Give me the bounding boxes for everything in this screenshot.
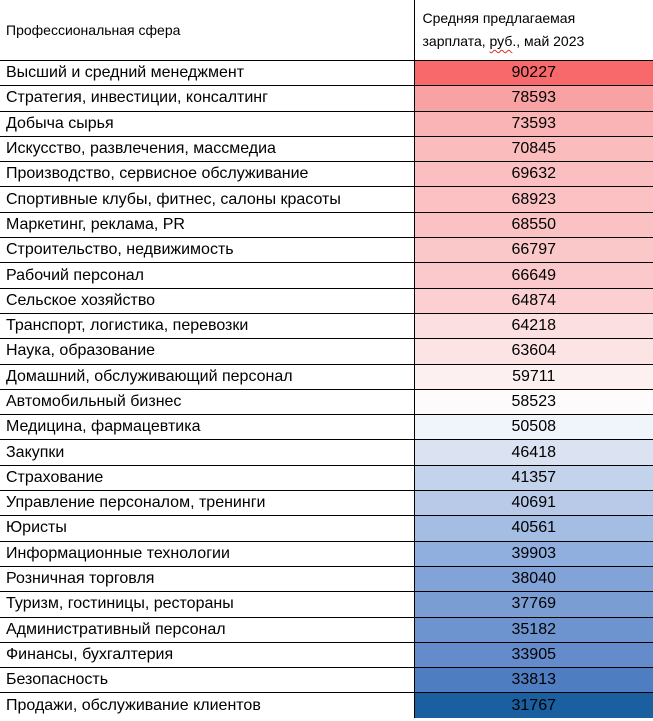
salary-cell[interactable]: 41357 xyxy=(413,464,653,492)
salary-cell[interactable]: 64874 xyxy=(413,287,653,314)
profession-cell[interactable]: Безопасность xyxy=(0,667,415,694)
table-row: Спортивные клубы, фитнес, салоны красоты… xyxy=(0,186,653,213)
table-row: Страхование 41357 xyxy=(0,464,653,492)
table-row: Домашний, обслуживающий персонал 59711 xyxy=(0,363,653,390)
salary-cell[interactable]: 31767 xyxy=(413,692,653,718)
salary-cell[interactable]: 40561 xyxy=(413,515,653,542)
salary-cell[interactable]: 39903 xyxy=(413,540,653,567)
salary-cell[interactable]: 66797 xyxy=(413,237,653,264)
salary-cell[interactable]: 38040 xyxy=(413,565,653,593)
profession-cell[interactable]: Финансы, бухгалтерия xyxy=(0,641,415,669)
table-row: Стратегия, инвестиции, консалтинг 78593 xyxy=(0,85,653,112)
table-row: Строительство, недвижимость 66797 xyxy=(0,237,653,264)
header-profession[interactable]: Профессиональная сфера xyxy=(0,0,415,61)
header-salary-line1: Средняя предлагаемая xyxy=(422,10,576,26)
table-row: Маркетинг, реклама, PR 68550 xyxy=(0,211,653,239)
salary-cell[interactable]: 66649 xyxy=(413,262,653,289)
profession-cell[interactable]: Продажи, обслуживание клиентов xyxy=(0,692,415,718)
salary-cell[interactable]: 69632 xyxy=(413,161,653,188)
salary-cell[interactable]: 46418 xyxy=(413,439,653,466)
table-row: Розничная торговля 38040 xyxy=(0,565,653,593)
header-salary-line2-start: зарплата, xyxy=(422,33,490,49)
salary-cell[interactable]: 50508 xyxy=(413,414,653,441)
profession-cell[interactable]: Административный персонал xyxy=(0,616,415,643)
profession-cell[interactable]: Страхование xyxy=(0,464,415,492)
profession-cell[interactable]: Медицина, фармацевтика xyxy=(0,414,415,441)
profession-cell[interactable]: Транспорт, логистика, перевозки xyxy=(0,312,415,340)
table-row: Сельское хозяйство 64874 xyxy=(0,287,653,314)
table-row: Искусство, развлечения, массмедиа 70845 xyxy=(0,135,653,163)
table-row: Добыча сырья 73593 xyxy=(0,110,653,137)
table-row: Административный персонал 35182 xyxy=(0,616,653,643)
table-row: Рабочий персонал 66649 xyxy=(0,262,653,289)
table-row: Туризм, гостиницы, рестораны 37769 xyxy=(0,591,653,618)
profession-cell[interactable]: Стратегия, инвестиции, консалтинг xyxy=(0,85,415,112)
table-row: Информационные технологии 39903 xyxy=(0,540,653,567)
profession-cell[interactable]: Сельское хозяйство xyxy=(0,287,415,314)
salary-cell[interactable]: 37769 xyxy=(413,591,653,618)
table-row: Юристы 40561 xyxy=(0,515,653,542)
profession-cell[interactable]: Высший и средний менеджмент xyxy=(0,59,415,87)
header-salary[interactable]: Средняя предлагаемая зарплата, руб., май … xyxy=(413,0,653,61)
salary-cell[interactable]: 33905 xyxy=(413,641,653,669)
salary-cell[interactable]: 40691 xyxy=(413,490,653,517)
profession-cell[interactable]: Информационные технологии xyxy=(0,540,415,567)
salary-cell[interactable]: 63604 xyxy=(413,338,653,365)
salary-cell[interactable]: 90227 xyxy=(413,59,653,87)
profession-cell[interactable]: Закупки xyxy=(0,439,415,466)
table-row: Медицина, фармацевтика 50508 xyxy=(0,414,653,441)
profession-cell[interactable]: Искусство, развлечения, массмедиа xyxy=(0,135,415,163)
salary-cell[interactable]: 73593 xyxy=(413,110,653,137)
table-row: Наука, образование 63604 xyxy=(0,338,653,365)
table-row: Финансы, бухгалтерия 33905 xyxy=(0,641,653,669)
salary-cell[interactable]: 58523 xyxy=(413,388,653,416)
profession-cell[interactable]: Управление персоналом, тренинги xyxy=(0,490,415,517)
header-salary-spellcheck-word: руб xyxy=(489,33,513,49)
profession-cell[interactable]: Строительство, недвижимость xyxy=(0,237,415,264)
salary-cell[interactable]: 70845 xyxy=(413,135,653,163)
profession-cell[interactable]: Туризм, гостиницы, рестораны xyxy=(0,591,415,618)
table-row: Производство, сервисное обслуживание 6963… xyxy=(0,161,653,188)
header-row: Профессиональная сфера Средняя предлагае… xyxy=(0,0,653,61)
salary-cell[interactable]: 64218 xyxy=(413,312,653,340)
salary-cell[interactable]: 68550 xyxy=(413,211,653,239)
salary-cell[interactable]: 33813 xyxy=(413,667,653,694)
salary-cell[interactable]: 78593 xyxy=(413,85,653,112)
profession-cell[interactable]: Наука, образование xyxy=(0,338,415,365)
salary-cell[interactable]: 59711 xyxy=(413,363,653,390)
table-row: Управление персоналом, тренинги 40691 xyxy=(0,490,653,517)
profession-cell[interactable]: Рабочий персонал xyxy=(0,262,415,289)
profession-cell[interactable]: Розничная торговля xyxy=(0,565,415,593)
table-row: Транспорт, логистика, перевозки 64218 xyxy=(0,312,653,340)
profession-cell[interactable]: Маркетинг, реклама, PR xyxy=(0,211,415,239)
profession-cell[interactable]: Спортивные клубы, фитнес, салоны красоты xyxy=(0,186,415,213)
profession-cell[interactable]: Автомобильный бизнес xyxy=(0,388,415,416)
table-row: Продажи, обслуживание клиентов 31767 xyxy=(0,692,653,718)
profession-cell[interactable]: Домашний, обслуживающий персонал xyxy=(0,363,415,390)
table-row: Безопасность 33813 xyxy=(0,667,653,694)
header-salary-line2-end: ., май 2023 xyxy=(512,33,585,49)
profession-cell[interactable]: Юристы xyxy=(0,515,415,542)
profession-cell[interactable]: Добыча сырья xyxy=(0,110,415,137)
table-body: Высший и средний менеджмент 90227 Стратеги… xyxy=(0,59,653,718)
table-row: Автомобильный бизнес 58523 xyxy=(0,388,653,416)
profession-cell[interactable]: Производство, сервисное обслуживание xyxy=(0,161,415,188)
salary-cell[interactable]: 35182 xyxy=(413,616,653,643)
salary-cell[interactable]: 68923 xyxy=(413,186,653,213)
table-row: Закупки 46418 xyxy=(0,439,653,466)
table-row: Высший и средний менеджмент 90227 xyxy=(0,59,653,87)
